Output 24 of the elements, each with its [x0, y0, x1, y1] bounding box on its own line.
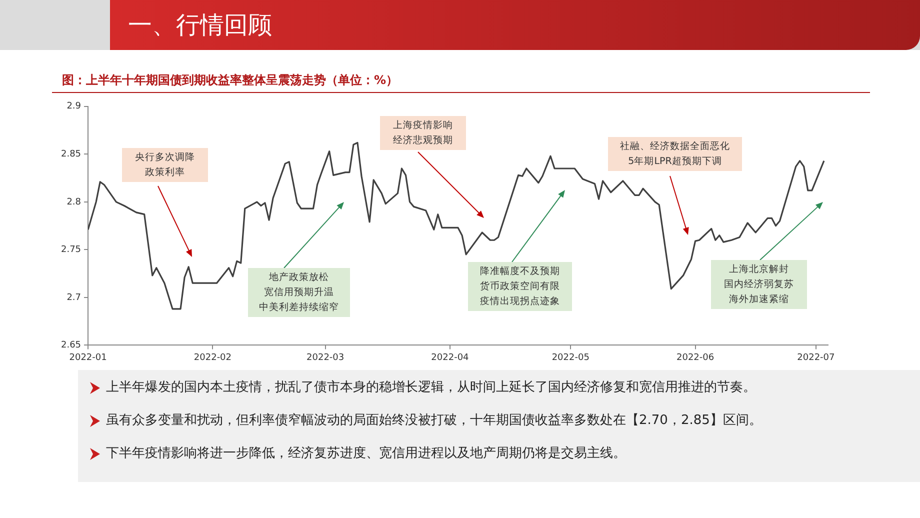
- y-tick-label: 2.65: [60, 340, 82, 351]
- y-tick-label: 2.8: [66, 197, 82, 208]
- y-tick-label: 2.85: [60, 150, 82, 160]
- y-tick-label: 2.75: [60, 245, 82, 256]
- annotation: 上海疫情影响经济悲观预期: [392, 119, 454, 148]
- x-tick-label: 2022-07: [797, 352, 835, 363]
- annotation: 地产政策放松宽信用预期升温中美利差持续缩窄: [258, 271, 340, 315]
- x-tick-label: 2022-04: [431, 352, 470, 363]
- text: 下半年疫情影响将进一步降低，经济复苏进度、宽信用进程以及地产周期仍将是交易主线。: [106, 445, 626, 462]
- x-tick-label: 2022-01: [69, 352, 107, 363]
- y-tick-label: 2.9: [66, 102, 82, 112]
- y-tick-label: 2.7: [66, 292, 82, 303]
- annotation: 央行多次调降政策利率: [134, 151, 196, 180]
- x-tick-label: 2022-06: [676, 352, 714, 363]
- annotation: 社融、经济数据全面恶化5年期LPR超预期下调: [619, 140, 731, 169]
- text: 上半年爆发的国内本土疫情，扰乱了债市本身的稳增长逻辑，从时间上延长了国内经济修复和宽信用推进的节奏。: [106, 379, 756, 396]
- annotation: 上海北京解封国内经济弱复苏海外加速紧缩: [723, 263, 795, 307]
- x-tick-label: 2022-05: [552, 352, 590, 363]
- chart-subtitle: 图：上半年十年期国债到期收益率整体呈震荡走势（单位：%）: [62, 72, 398, 89]
- text: 虽有众多变量和扰动，但利率债窄幅波动的局面始终没被打破，十年期国债收益率多数处在【2.70，2.85】区间。: [106, 412, 762, 429]
- annotation: 降准幅度不及预期货币政策空间有限疫情出现拐点迹象: [479, 265, 561, 309]
- x-tick-label: 2022-03: [306, 352, 344, 363]
- chart-title: 一、行情回顾: [128, 10, 272, 41]
- x-tick-label: 2022-02: [194, 352, 232, 363]
